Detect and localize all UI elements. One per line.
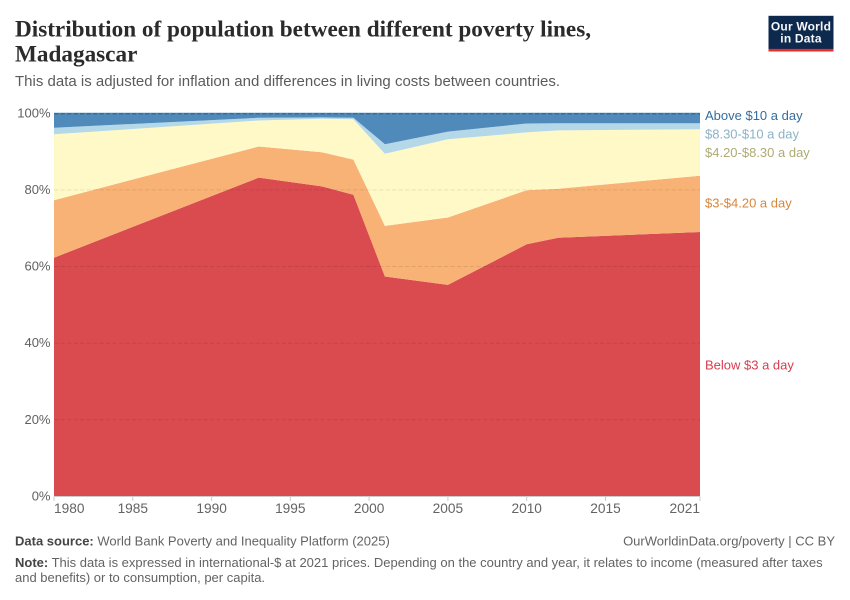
svg-text:Distribution of population bet: Distribution of population between diffe… [15, 17, 591, 43]
svg-text:2000: 2000 [354, 501, 385, 516]
svg-text:1980: 1980 [54, 501, 85, 516]
svg-text:Data source: World Bank Povert: Data source: World Bank Poverty and Ineq… [15, 534, 390, 549]
svg-text:2005: 2005 [433, 501, 464, 516]
svg-text:60%: 60% [24, 259, 50, 274]
svg-text:Our World: Our World [771, 20, 831, 34]
svg-text:Madagascar: Madagascar [15, 42, 137, 68]
svg-text:Below $3 a day: Below $3 a day [705, 358, 794, 373]
svg-text:OurWorldinData.org/poverty | C: OurWorldinData.org/poverty | CC BY [623, 534, 835, 549]
svg-text:1995: 1995 [275, 501, 306, 516]
svg-text:40%: 40% [24, 335, 50, 350]
svg-text:$3-$4.20 a day: $3-$4.20 a day [705, 196, 792, 211]
svg-text:2010: 2010 [511, 501, 542, 516]
svg-text:2021: 2021 [670, 501, 700, 516]
svg-text:and benefits) or to consumptio: and benefits) or to consumption, per cap… [15, 570, 265, 585]
svg-text:Above $10 a day: Above $10 a day [705, 108, 803, 123]
svg-text:80%: 80% [24, 182, 50, 197]
svg-text:1990: 1990 [196, 501, 227, 516]
svg-text:$8.30-$10 a day: $8.30-$10 a day [705, 126, 799, 141]
svg-text:Note: This data is expressed i: Note: This data is expressed in internat… [15, 555, 823, 570]
svg-text:This data is adjusted for infl: This data is adjusted for inflation and … [15, 73, 560, 90]
svg-text:100%: 100% [17, 105, 51, 120]
svg-text:0%: 0% [32, 489, 51, 504]
svg-text:in Data: in Data [780, 32, 822, 46]
svg-text:$4.20-$8.30 a day: $4.20-$8.30 a day [705, 145, 810, 160]
svg-text:2015: 2015 [590, 501, 621, 516]
svg-text:20%: 20% [24, 412, 50, 427]
svg-text:1985: 1985 [118, 501, 149, 516]
